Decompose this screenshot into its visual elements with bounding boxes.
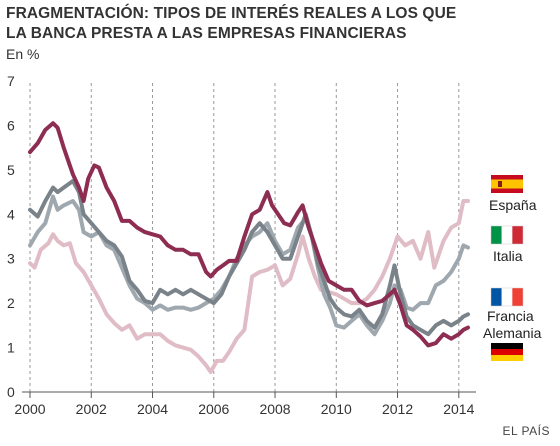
- x-tick-label: 2000: [14, 401, 45, 417]
- x-tick-label: 2014: [443, 401, 474, 417]
- y-axis-ticks: 0 1 2 3 4 5 6 7: [7, 73, 15, 400]
- y-tick-label: 0: [7, 384, 15, 400]
- x-tick-label: 2004: [137, 401, 168, 417]
- flag-stripe: [512, 288, 523, 306]
- x-tick-label: 2008: [259, 401, 290, 417]
- flag-stripe: [501, 288, 513, 306]
- flag-stripe: [491, 179, 523, 189]
- unit-label: En %: [6, 46, 40, 62]
- title-line-2: LA BANCA PRESTA A LAS EMPRESAS FINANCIER…: [6, 25, 407, 42]
- series-lines: [28, 121, 470, 374]
- legend-label-it: Italia: [493, 248, 523, 264]
- series-line-francia: [28, 179, 470, 337]
- y-tick-label: 3: [7, 251, 15, 267]
- flag-de-icon: [491, 343, 523, 361]
- flag-border: [490, 287, 524, 307]
- flag-stripe: [491, 226, 502, 244]
- flag-stripe: [491, 349, 523, 355]
- source-label: EL PAÍS: [502, 424, 550, 438]
- y-tick-label: 1: [7, 340, 15, 356]
- x-axis: 2000 2002 2004 2006 2008 2010 2012 2014: [14, 391, 476, 417]
- flag-emblem: [498, 181, 502, 187]
- flag-es-icon: [491, 175, 523, 193]
- x-tick-label: 2012: [382, 401, 413, 417]
- x-tick-label: 2006: [198, 401, 229, 417]
- flag-stripe: [491, 288, 502, 306]
- series-line-espana: [28, 121, 470, 348]
- x-tick-label: 2002: [76, 401, 107, 417]
- flag-stripe: [512, 226, 523, 244]
- y-tick-label: 6: [7, 117, 15, 133]
- y-tick-label: 4: [7, 206, 15, 222]
- legend-label-de: Alemania: [483, 325, 542, 341]
- series-line-alemania: [28, 199, 470, 374]
- flag-stripe: [501, 226, 513, 244]
- x-tick-label: 2010: [321, 401, 352, 417]
- y-tick-label: 7: [7, 73, 15, 89]
- flag-border: [490, 225, 524, 245]
- legend-label-fr: Francia: [487, 308, 534, 324]
- flag-stripe: [491, 343, 523, 349]
- flag-it-icon: [490, 225, 524, 245]
- y-tick-label: 5: [7, 162, 15, 178]
- flag-fr-icon: [490, 287, 524, 307]
- title-line-1: FRAGMENTACIÓN: TIPOS DE INTERÉS REALES A…: [6, 5, 457, 22]
- legend-label-es: España: [489, 197, 537, 213]
- flag-stripe: [491, 355, 523, 361]
- chart-title: FRAGMENTACIÓN: TIPOS DE INTERÉS REALES A…: [6, 4, 476, 44]
- y-tick-label: 2: [7, 295, 15, 311]
